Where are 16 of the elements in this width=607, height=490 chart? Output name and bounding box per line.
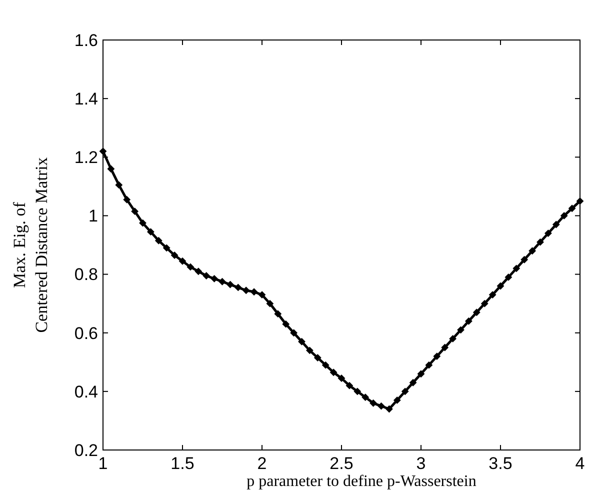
x-tick-label: 3.5 [488, 454, 512, 473]
x-tick-label: 2 [257, 454, 267, 473]
y-tick-label: 1.6 [74, 30, 98, 50]
y-tick-label: 0.4 [74, 382, 98, 402]
x-tick-label: 3 [416, 454, 426, 473]
x-tick-label: 1.5 [170, 454, 194, 473]
y-tick-label: 0.6 [74, 324, 98, 343]
x-axis-title: p parameter to define p-Wasserstein [246, 473, 476, 490]
x-tick-label: 2.5 [330, 454, 354, 473]
y-tick-label: 1.2 [74, 148, 98, 168]
y-tick-label: 1.4 [74, 90, 98, 109]
y-tick-label: 1 [88, 206, 98, 226]
x-tick-label: 4 [575, 454, 585, 473]
y-tick-label: 0.8 [74, 265, 98, 284]
y-axis-title: Max. Eig. of Centered Distance Matrix [10, 156, 52, 333]
y-tick-label: 0.2 [74, 440, 98, 460]
